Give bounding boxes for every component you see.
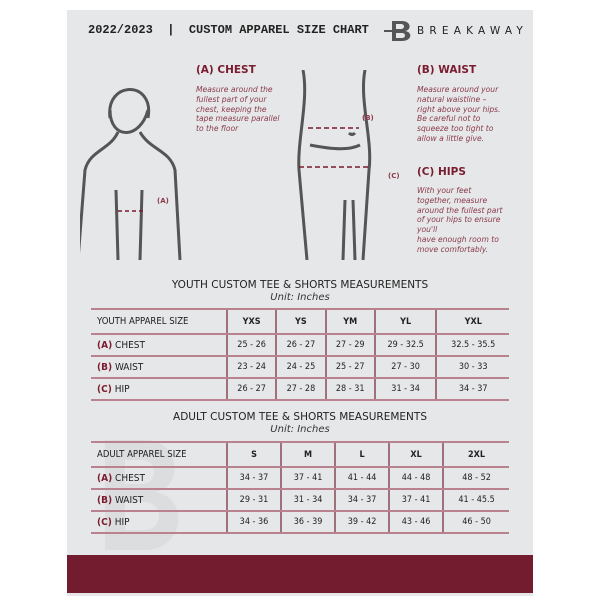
chest-measure-line — [118, 210, 146, 212]
table-header-row: YOUTH APPAREL SIZE YXS YS YM YL YXL — [91, 308, 509, 335]
size-value: 37 - 41 — [280, 467, 336, 490]
measure-name: CHEST — [115, 339, 145, 351]
table-row: (B) WAIST 23 - 24 24 - 25 25 - 27 27 - 30 30 … — [91, 356, 509, 379]
table-row: (C) HIP 26 - 27 27 - 28 28 - 31 31 - 34 34 - … — [91, 378, 509, 401]
measure-label: (B) WAIST — [91, 489, 227, 512]
size-value: 41 - 45.5 — [442, 489, 509, 512]
size-header: 2XL — [442, 441, 509, 468]
table-header-row: ADULT APPAREL SIZE S M L XL 2XL — [91, 441, 509, 468]
table-row: (A) CHEST 25 - 26 26 - 27 27 - 29 29 - 32.5 3… — [91, 334, 509, 357]
size-value: 29 - 31 — [225, 489, 282, 512]
size-value: 27 - 30 — [373, 356, 437, 379]
table-row: (C) HIP 34 - 36 36 - 39 39 - 42 43 - 46 46 - … — [91, 511, 509, 534]
size-value: 44 - 48 — [388, 467, 444, 490]
breakaway-logo-icon — [384, 21, 411, 41]
size-header: L — [334, 441, 390, 468]
size-value: 34 - 37 — [435, 378, 509, 401]
size-value: 39 - 42 — [334, 511, 390, 534]
measure-name: CHEST — [115, 472, 145, 484]
size-value: 34 - 37 — [225, 467, 282, 490]
youth-table-title: YOUTH CUSTOM TEE & SHORTS MEASUREMENTS — [171, 279, 429, 291]
chest-heading: (A) CHEST — [196, 64, 256, 76]
size-value: 31 - 34 — [373, 378, 437, 401]
size-value: 41 - 44 — [334, 467, 390, 490]
size-value: 32.5 - 35.5 — [435, 334, 509, 357]
size-header: XL — [388, 441, 444, 468]
waist-heading: (B) WAIST — [417, 64, 477, 76]
size-value: 43 - 46 — [388, 511, 444, 534]
measure-letter: (B) — [97, 361, 113, 373]
table-row: (A) CHEST 34 - 37 37 - 41 41 - 44 44 - 48 48 … — [91, 467, 509, 490]
lower-body-figure — [297, 70, 372, 260]
size-value: 48 - 52 — [442, 467, 509, 490]
size-header: YS — [275, 308, 326, 335]
chest-description: Measure around the fullest part of your ch… — [196, 85, 280, 134]
size-value: 25 - 26 — [225, 334, 277, 357]
measure-letter: (A) — [97, 339, 113, 351]
size-value: 24 - 25 — [275, 356, 326, 379]
measure-name: HIP — [114, 516, 130, 528]
measure-name: HIP — [114, 383, 130, 395]
upper-body-figure — [80, 88, 182, 260]
hips-marker: (C) — [388, 172, 400, 180]
measure-label: (B) WAIST — [91, 356, 227, 379]
waist-description: Measure around your natural waistline – ri… — [417, 85, 501, 143]
adult-table-title: ADULT CUSTOM TEE & SHORTS MEASUREMENTS — [173, 411, 427, 423]
table-row: (B) WAIST 29 - 31 31 - 34 34 - 37 37 - 41 41 … — [91, 489, 509, 512]
size-value: 27 - 28 — [275, 378, 326, 401]
size-header: S — [225, 441, 282, 468]
adult-unit: Unit: Inches — [270, 424, 330, 435]
measure-label: (C) HIP — [91, 378, 227, 401]
measure-name: WAIST — [114, 494, 144, 506]
page-title: 2022/2023 | CUSTOM APPAREL SIZE CHART — [88, 23, 369, 37]
measure-label: (C) HIP — [91, 511, 227, 534]
size-value: 31 - 34 — [280, 489, 336, 512]
header-label: ADULT APPAREL SIZE — [91, 441, 227, 468]
adult-size-table: ADULT APPAREL SIZE S M L XL 2XL (A) CHEST 34 - … — [91, 441, 509, 534]
size-header: M — [280, 441, 336, 468]
size-value: 23 - 24 — [225, 356, 277, 379]
size-value: 28 - 31 — [324, 378, 375, 401]
size-header: YM — [324, 308, 375, 335]
waist-marker: (B) — [362, 114, 374, 122]
youth-unit: Unit: Inches — [270, 292, 330, 303]
size-header: YXS — [225, 308, 277, 335]
size-value: 46 - 50 — [442, 511, 509, 534]
size-value: 26 - 27 — [225, 378, 277, 401]
measure-label: (A) CHEST — [91, 467, 227, 490]
size-value: 29 - 32.5 — [373, 334, 437, 357]
size-value: 25 - 27 — [324, 356, 375, 379]
size-header: YXL — [435, 308, 509, 335]
youth-size-table: YOUTH APPAREL SIZE YXS YS YM YL YXL (A) CHEST 2… — [91, 308, 509, 401]
size-value: 34 - 36 — [225, 511, 282, 534]
hips-heading: (C) HIPS — [417, 166, 466, 178]
measure-label: (A) CHEST — [91, 334, 227, 357]
size-value: 30 - 33 — [435, 356, 509, 379]
measure-letter: (C) — [97, 383, 112, 395]
header-label: YOUTH APPAREL SIZE — [91, 308, 227, 335]
size-header: YL — [373, 308, 437, 335]
size-value: 34 - 37 — [334, 489, 390, 512]
measure-letter: (B) — [97, 494, 113, 506]
measure-name: WAIST — [114, 361, 144, 373]
size-value: 27 - 29 — [324, 334, 375, 357]
measure-letter: (A) — [97, 472, 113, 484]
hips-description: With your feet together, measure around th… — [417, 186, 503, 254]
measure-letter: (C) — [97, 516, 112, 528]
footer-band — [67, 555, 533, 593]
size-value: 37 - 41 — [388, 489, 444, 512]
chest-marker: (A) — [157, 197, 169, 205]
size-value: 26 - 27 — [275, 334, 326, 357]
brand-name: BREAKAWAY — [417, 25, 529, 37]
size-value: 36 - 39 — [280, 511, 336, 534]
